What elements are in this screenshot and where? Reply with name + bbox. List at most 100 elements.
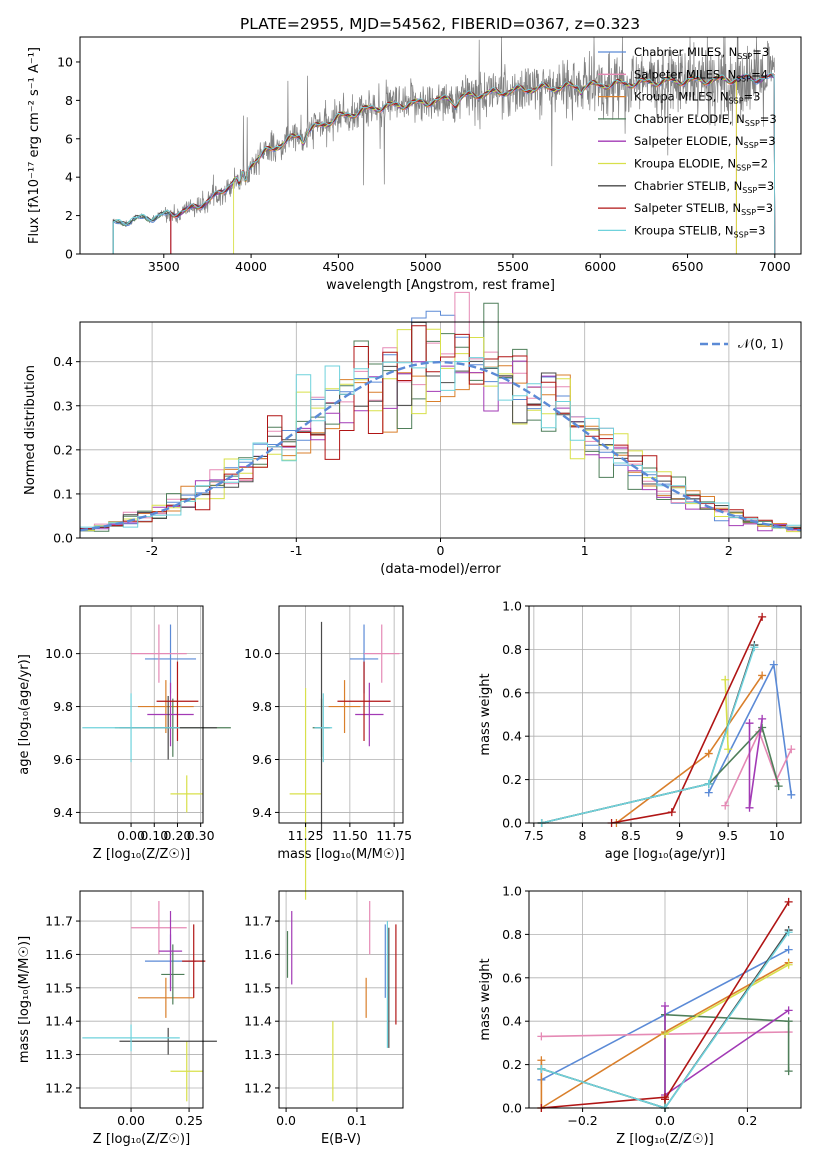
x-tick-label: 3500 [148,259,180,274]
x-axis-label: (data-model)/error [380,562,501,577]
y-tick-label: 11.5 [244,980,272,995]
x-axis-label: age [log₁₀(age/yr)] [605,847,726,862]
y-tick-label: 11.3 [45,1047,73,1062]
chart-panel-1: 3500 4000 4500 5000 5500 6000 6500 7000 0 2 4 6 8 10 w… [27,36,802,293]
y-axis-label: age [log₁₀(age/yr)] [17,654,32,775]
y-tick-label: 0.2 [53,442,73,457]
y-tick-label: 0.4 [53,354,73,369]
weight-marker [784,960,793,969]
x-tick-label: 0.30 [187,828,215,843]
legend-label-main: Chabrier STELIB, N [634,179,742,193]
weight-marker [704,749,713,758]
chart-panel-2: -2 -1 0 1 2 0.0 0.1 0.2 0.3 0.4 (data-model)/error… [23,291,802,577]
chart-panel-4: 11.25 11.50 11.75 9.4 9.6 9.8 10.0 mass [log₁₀(… [244,605,412,900]
weight-marker [745,803,754,812]
weight-line [611,616,763,824]
x-tick-label: −0.2 [567,1113,597,1128]
weight-marker [774,782,783,791]
x-tick-label: 5000 [410,259,442,274]
x-tick-label: 0 [437,543,445,558]
legend-label-main: Kroupa STELIB, N [634,223,734,237]
legend-label-tail: =3 [757,179,774,193]
x-tick-label: 4000 [235,259,267,274]
weight-marker [784,928,793,937]
x-axis-label: Z [log₁₀(Z/Z☉)] [93,1132,190,1147]
legend-label-subscript: SSP [741,208,756,217]
axes-frame [528,605,802,824]
legend-label: Kroupa ELODIE, NSSP=2 [634,157,768,173]
y-axis-label: mass weight [478,673,493,755]
y-axis-label: Normed distribution [23,365,38,495]
x-tick-label: 10 [769,828,785,843]
legend-label-subscript: SSP [745,119,760,128]
axes-frame [278,890,404,1109]
y-tick-label: 0.0 [502,1101,522,1116]
legend-label: Chabrier ELODIE, NSSP=3 [634,112,777,128]
legend-label-main: Chabrier MILES, N [634,45,737,59]
weight-marker [721,675,730,684]
y-tick-label: 10.0 [45,646,73,661]
x-axis-label: mass [log₁₀(M/M☉)] [277,847,404,862]
weight-line [724,729,793,806]
x-tick-label: 8 [578,828,586,843]
model-spectrum-line [112,72,776,255]
legend-label-main: Salpeter MILES, N [634,67,736,81]
weight-marker [758,723,767,732]
y-tick-label: 11.6 [45,947,73,962]
x-tick-label: -2 [146,543,158,558]
y-tick-label: 11.4 [45,1014,73,1029]
weight-marker [704,779,713,788]
y-tick-label: 0.1 [53,486,73,501]
y-tick-label: 0.3 [53,398,73,413]
legend-label-subscript: SSP [744,141,759,150]
y-tick-label: 11.3 [244,1047,272,1062]
axes-frame [79,605,204,824]
legend-label-tail: =3 [759,134,776,148]
x-tick-label: 11.50 [332,828,368,843]
weight-marker [704,788,713,797]
y-tick-label: 9.4 [252,805,272,820]
weight-line [541,725,780,824]
weight-line [540,961,789,1110]
x-tick-label: 0.0 [655,1113,675,1128]
x-tick-label: 0.00 [117,828,145,843]
normal-curve [79,360,802,532]
legend-label-main: Kroupa ELODIE, N [634,157,736,171]
legend-label: Salpeter ELODIE, NSSP=3 [634,134,776,150]
legend-label-subscript: SSP [737,52,752,61]
y-tick-label: 10 [57,54,73,69]
weight-marker [537,1064,546,1073]
legend-label-tail: =4 [751,67,768,81]
x-tick-label: 0.0 [276,1113,296,1128]
x-tick-label: 0.2 [737,1113,757,1128]
x-axis-label: Z [log₁₀(Z/Z☉)] [93,847,190,862]
x-tick-label: 0.1 [347,1113,367,1128]
y-tick-label: 1.0 [502,599,522,614]
x-tick-label: 0.10 [140,828,168,843]
y-tick-label: 0.4 [502,729,522,744]
weight-marker [784,1017,793,1026]
legend-label-main: Salpeter STELIB, N [634,201,741,215]
weight-marker [721,801,730,810]
residual-histogram [80,310,801,531]
weight-marker [745,719,754,728]
legend-label-main: Salpeter ELODIE, N [634,134,744,148]
weight-marker [758,671,767,680]
y-tick-label: 11.6 [244,947,272,962]
chart-panel-6: 0.00 0.25 11.2 11.3 11.4 11.5 11.6 11.7 Z [log₁₀… [17,890,217,1147]
y-axis-label: Flux [fλ10⁻¹⁷ erg cm⁻² s⁻¹ A⁻¹] [27,47,42,244]
x-tick-label: 1 [581,543,589,558]
observed-spectrum [112,36,775,227]
y-tick-label: 0.8 [502,927,522,942]
residual-histogram [80,357,801,529]
weight-marker [667,808,676,817]
y-tick-label: 10.0 [244,646,272,661]
legend-label: Salpeter STELIB, NSSP=3 [634,201,773,217]
x-tick-label: 0.00 [117,1113,145,1128]
weight-marker [758,612,767,621]
y-tick-label: 0.2 [502,1057,522,1072]
y-tick-label: 11.2 [244,1080,272,1095]
y-tick-label: 0 [65,247,73,262]
legend-label: Kroupa MILES, NSSP=3 [634,90,760,106]
